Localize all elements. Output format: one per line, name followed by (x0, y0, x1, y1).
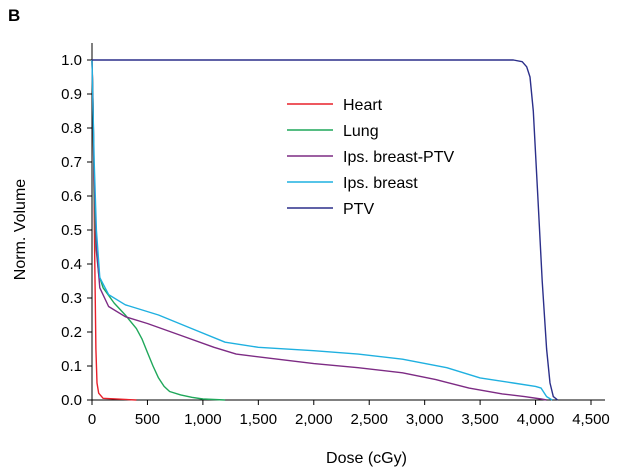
y-axis-title: Norm. Volume (12, 179, 29, 280)
x-tick-label: 4,000 (517, 411, 555, 428)
x-tick-label: 2,500 (350, 411, 388, 428)
y-tick-label: 0.8 (61, 120, 82, 137)
y-tick-label: 0.1 (61, 358, 82, 375)
y-tick-label: 0.6 (61, 188, 82, 205)
series-line-heart (91, 59, 137, 401)
legend-label-heart: Heart (343, 97, 383, 114)
y-tick-label: 0.7 (61, 154, 82, 171)
x-tick-label: 1,000 (184, 411, 222, 428)
legend-label-ips-breast-ptv: Ips. breast-PTV (343, 149, 454, 166)
y-tick-label: 0.3 (61, 290, 82, 307)
legend-label-ips-breast: Ips. breast (343, 175, 418, 192)
y-tick-label: 0.4 (61, 256, 82, 273)
x-tick-label: 3,000 (406, 411, 444, 428)
panel-label: B (8, 6, 21, 25)
x-tick-label: 500 (135, 411, 160, 428)
x-tick-label: 1,500 (240, 411, 278, 428)
axes: 0.0 0.1 0.2 0.3 0.4 0.5 0.6 0.7 0.8 0.9 1.0 0 500 1,0… (61, 43, 610, 428)
x-tick-label: 3,500 (461, 411, 499, 428)
series-line-ptv (92, 59, 559, 401)
y-tick-label: 1.0 (61, 52, 82, 69)
series-layer (91, 59, 559, 401)
y-tick-label: 0.0 (61, 392, 82, 409)
x-tick-label: 2,000 (295, 411, 333, 428)
legend-label-lung: Lung (343, 123, 379, 140)
y-tick-label: 0.9 (61, 86, 82, 103)
x-axis-title: Dose (cGy) (326, 450, 407, 467)
series-line-ips-breast-ptv (91, 59, 547, 401)
series-line-lung (91, 59, 226, 401)
legend-label-ptv: PTV (343, 201, 374, 218)
y-tick-label: 0.2 (61, 324, 82, 341)
legend: Heart Lung Ips. breast-PTV Ips. breast PTV (287, 97, 454, 218)
series-line-ips-breast (91, 59, 553, 401)
x-tick-label: 4,500 (572, 411, 610, 428)
y-tick-label: 0.5 (61, 222, 82, 239)
x-tick-label: 0 (88, 411, 96, 428)
